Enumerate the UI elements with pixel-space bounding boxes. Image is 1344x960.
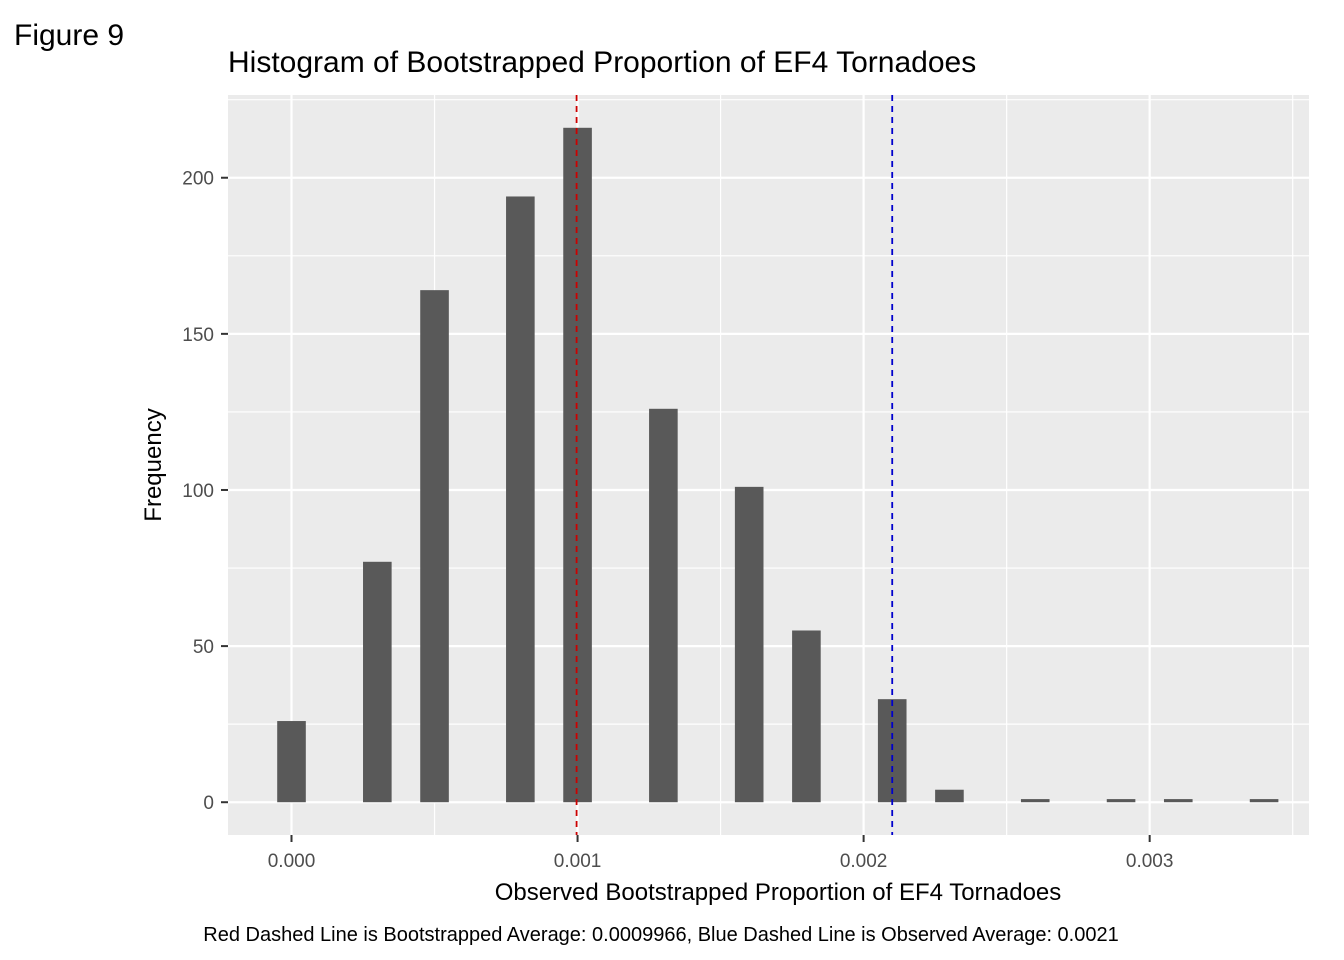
histogram-bar bbox=[935, 789, 964, 803]
histogram-bar bbox=[1020, 799, 1050, 803]
x-tick-label: 0.003 bbox=[1126, 851, 1174, 872]
y-axis: 0 50 100 150 200 bbox=[182, 169, 228, 814]
plot-panel bbox=[228, 95, 1309, 835]
histogram-bar bbox=[649, 408, 678, 803]
x-tick-label: 0.002 bbox=[840, 851, 888, 872]
y-tick-label: 0 bbox=[203, 793, 214, 814]
figure-label: Figure 9 bbox=[14, 19, 124, 52]
histogram-bar bbox=[506, 196, 535, 803]
chart-title: Histogram of Bootstrapped Proportion of … bbox=[228, 46, 976, 79]
x-tick-label: 0.000 bbox=[268, 851, 316, 872]
x-axis: 0.000 0.001 0.002 0.003 bbox=[268, 835, 1174, 872]
x-axis-title: Observed Bootstrapped Proportion of EF4 … bbox=[495, 879, 1062, 906]
chart-caption: Red Dashed Line is Bootstrapped Average:… bbox=[203, 924, 1118, 946]
histogram-bar bbox=[563, 127, 592, 803]
y-tick-label: 100 bbox=[182, 481, 214, 502]
histogram-bar bbox=[1249, 799, 1279, 803]
y-tick-label: 150 bbox=[182, 325, 214, 346]
histogram-bar bbox=[1106, 799, 1136, 803]
histogram-bar bbox=[420, 290, 449, 803]
histogram-bars bbox=[277, 127, 1279, 803]
y-tick-label: 50 bbox=[193, 637, 214, 658]
y-axis-title: Frequency bbox=[140, 408, 167, 521]
reference-lines bbox=[575, 95, 894, 835]
histogram-bar bbox=[277, 721, 306, 803]
histogram-bar bbox=[734, 486, 764, 803]
histogram-bar bbox=[363, 561, 392, 803]
y-tick-label: 200 bbox=[182, 169, 214, 190]
x-tick-label: 0.001 bbox=[554, 851, 602, 872]
histogram-bar bbox=[792, 630, 821, 803]
histogram-bar bbox=[1163, 799, 1193, 803]
